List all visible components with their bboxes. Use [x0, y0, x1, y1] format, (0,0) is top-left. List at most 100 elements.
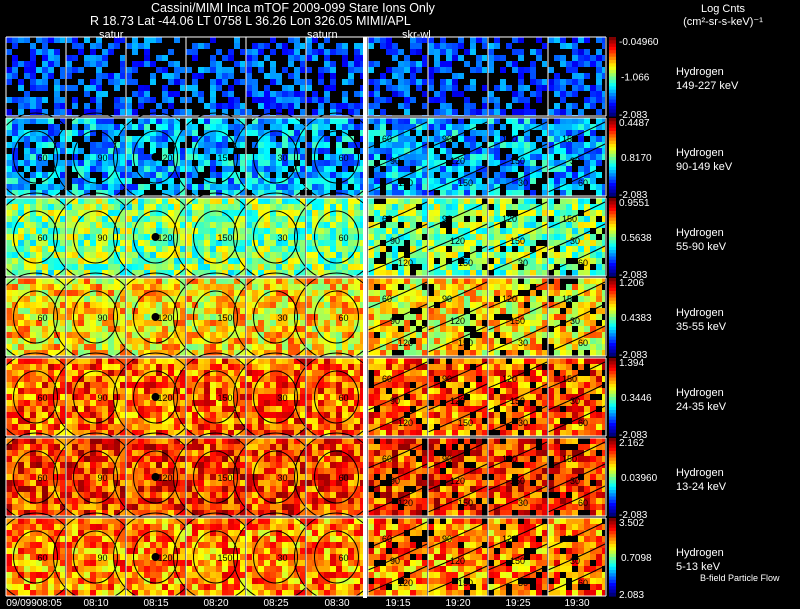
heat-cell — [30, 252, 36, 258]
heat-cell — [578, 350, 584, 356]
heat-cell — [126, 302, 132, 308]
heat-cell — [398, 308, 404, 314]
heat-cell — [324, 184, 330, 190]
heat-cell — [120, 178, 125, 184]
heat-cell — [162, 234, 168, 240]
heat-cell — [380, 278, 386, 284]
heat-cell — [12, 148, 18, 154]
heat-cell — [48, 314, 54, 320]
heat-cell — [210, 61, 216, 67]
heat-cell — [174, 350, 180, 356]
heat-cell — [30, 308, 36, 314]
heat-cell — [162, 326, 168, 332]
heat-cell — [132, 234, 138, 240]
heat-cell — [464, 222, 470, 228]
heat-cell — [554, 252, 560, 258]
heat-cell — [452, 240, 458, 246]
heat-cell — [30, 136, 36, 142]
heat-cell — [54, 358, 60, 364]
heat-cell — [416, 172, 422, 178]
colorbar-step — [609, 137, 616, 142]
heat-cell — [42, 278, 48, 284]
heat-cell — [578, 184, 584, 190]
heat-cell — [126, 160, 132, 166]
colorbar-step — [609, 73, 616, 78]
heat-cell — [198, 67, 204, 73]
heat-cell — [312, 252, 318, 258]
heat-cell — [132, 394, 138, 400]
heat-cell — [114, 130, 120, 136]
heat-cell — [488, 154, 494, 160]
contour — [427, 325, 488, 353]
heat-cell — [162, 240, 168, 246]
heat-cell — [192, 148, 198, 154]
heat-cell — [554, 37, 560, 43]
heat-cell — [342, 55, 348, 61]
heat-cell — [482, 37, 487, 43]
heat-cell — [186, 97, 192, 103]
heat-cell — [294, 118, 300, 124]
heat-cell — [578, 246, 584, 252]
heat-cell — [578, 344, 584, 350]
heat-cell — [96, 302, 102, 308]
heat-cell — [234, 118, 240, 124]
heat-cell — [324, 296, 330, 302]
heat-cell — [428, 67, 434, 73]
heat-cell — [126, 228, 132, 234]
heat-cell — [66, 326, 72, 332]
heat-cell — [288, 278, 294, 284]
heat-cell — [192, 49, 198, 55]
heat-cell — [318, 270, 324, 276]
heat-cell — [512, 290, 518, 296]
heat-cell — [312, 338, 318, 344]
heat-cell — [36, 160, 42, 166]
heat-cell — [294, 302, 300, 308]
heat-cell — [494, 326, 500, 332]
heat-cell — [318, 79, 324, 85]
heat-cell — [404, 264, 410, 270]
heat-cell — [392, 332, 398, 338]
heat-cell — [264, 190, 270, 196]
heat-cell — [252, 210, 258, 216]
heat-cell — [330, 79, 336, 85]
heat-cell — [132, 43, 138, 49]
heat-cell — [72, 166, 78, 172]
heat-cell — [416, 118, 422, 124]
heat-cell — [90, 109, 96, 115]
heat-cell — [222, 284, 228, 290]
heat-cell — [210, 160, 216, 166]
heat-cell — [36, 246, 42, 252]
heat-cell — [428, 160, 434, 166]
heat-cell — [506, 240, 512, 246]
heat-cell — [300, 184, 305, 190]
heat-cell — [240, 190, 245, 196]
heat-cell — [512, 136, 518, 142]
heat-cell — [174, 184, 180, 190]
heat-cell — [240, 166, 245, 172]
heat-cell — [90, 210, 96, 216]
heat-cell — [312, 302, 318, 308]
heat-cell — [90, 370, 96, 376]
heat-cell — [506, 302, 512, 308]
colorbar-step — [609, 224, 616, 228]
contour — [427, 303, 488, 331]
heat-cell — [392, 246, 398, 252]
heat-cell — [156, 198, 162, 204]
heat-cell — [506, 228, 512, 234]
heat-cell — [144, 264, 150, 270]
heat-cell — [566, 332, 572, 338]
heat-cell — [150, 79, 156, 85]
heat-cell — [410, 234, 416, 240]
heat-cell — [602, 55, 605, 61]
heat-cell — [464, 136, 470, 142]
heat-cell — [12, 204, 18, 210]
heat-cell — [440, 204, 446, 210]
heat-cell — [440, 240, 446, 246]
heat-cell — [368, 154, 374, 160]
heat-cell — [36, 406, 42, 412]
heat-cell — [354, 326, 360, 332]
heat-cell — [318, 118, 324, 124]
heat-cell — [428, 43, 434, 49]
heat-cell — [506, 234, 512, 240]
heat-cell — [138, 216, 144, 222]
